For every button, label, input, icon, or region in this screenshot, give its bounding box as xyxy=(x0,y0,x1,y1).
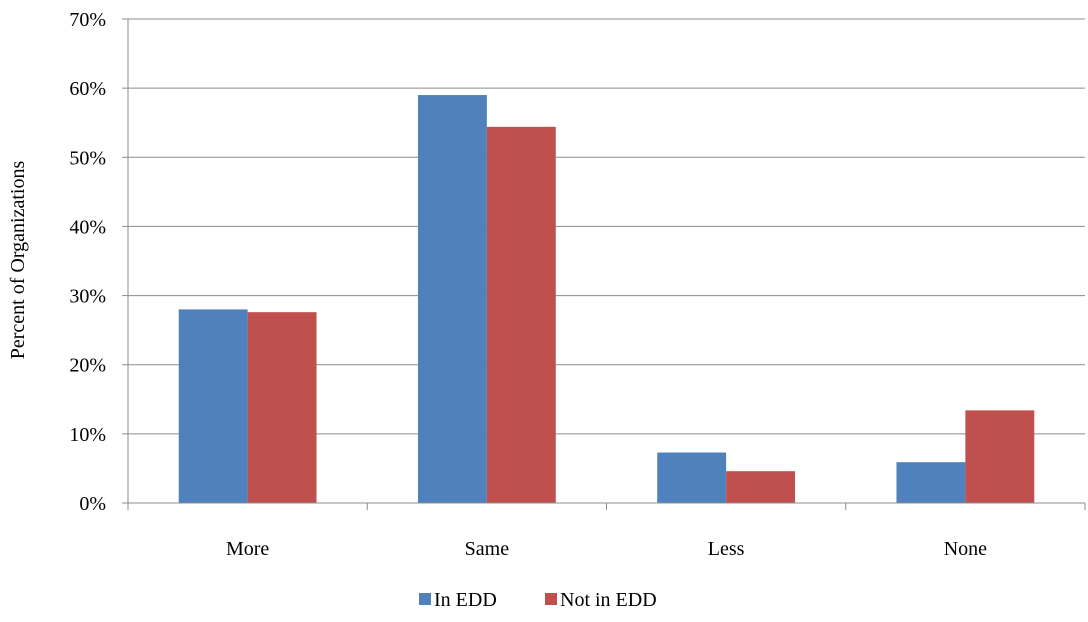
axes xyxy=(122,18,1086,510)
y-tick-label: 70% xyxy=(69,9,106,31)
x-tick-label: More xyxy=(226,538,269,560)
tick-labels: 0% 10% 20% 30% 40% 50% 60% 70% More Same Less None xyxy=(69,9,987,560)
bar-not-in-edd-less xyxy=(726,471,796,503)
bar-not-in-edd-more xyxy=(247,312,317,503)
y-axis-title: Percent of Organizations xyxy=(7,161,29,360)
x-tick-label: Same xyxy=(465,538,510,560)
legend-swatch xyxy=(545,593,557,605)
y-tick-label: 60% xyxy=(69,78,106,100)
legend-label: Not in EDD xyxy=(560,589,657,611)
y-tick-label: 10% xyxy=(69,424,106,446)
bar-in-edd-same xyxy=(417,95,487,504)
bars xyxy=(178,95,1035,504)
y-tick-label: 50% xyxy=(69,147,106,169)
bar-not-in-edd-none xyxy=(965,410,1035,503)
bar-in-edd-none xyxy=(896,462,966,503)
y-tick-label: 20% xyxy=(69,355,106,377)
y-tick-label: 30% xyxy=(69,286,106,308)
bar-in-edd-more xyxy=(178,309,248,503)
y-tick-label: 0% xyxy=(79,493,106,515)
x-tick-label: Less xyxy=(708,538,745,560)
y-tick-label: 40% xyxy=(69,216,106,238)
legend: In EDD Not in EDD xyxy=(419,589,657,611)
x-tick-label: None xyxy=(944,538,987,560)
bar-in-edd-less xyxy=(657,452,727,503)
legend-swatch xyxy=(419,593,431,605)
legend-label: In EDD xyxy=(434,589,497,611)
bar-not-in-edd-same xyxy=(486,126,556,503)
